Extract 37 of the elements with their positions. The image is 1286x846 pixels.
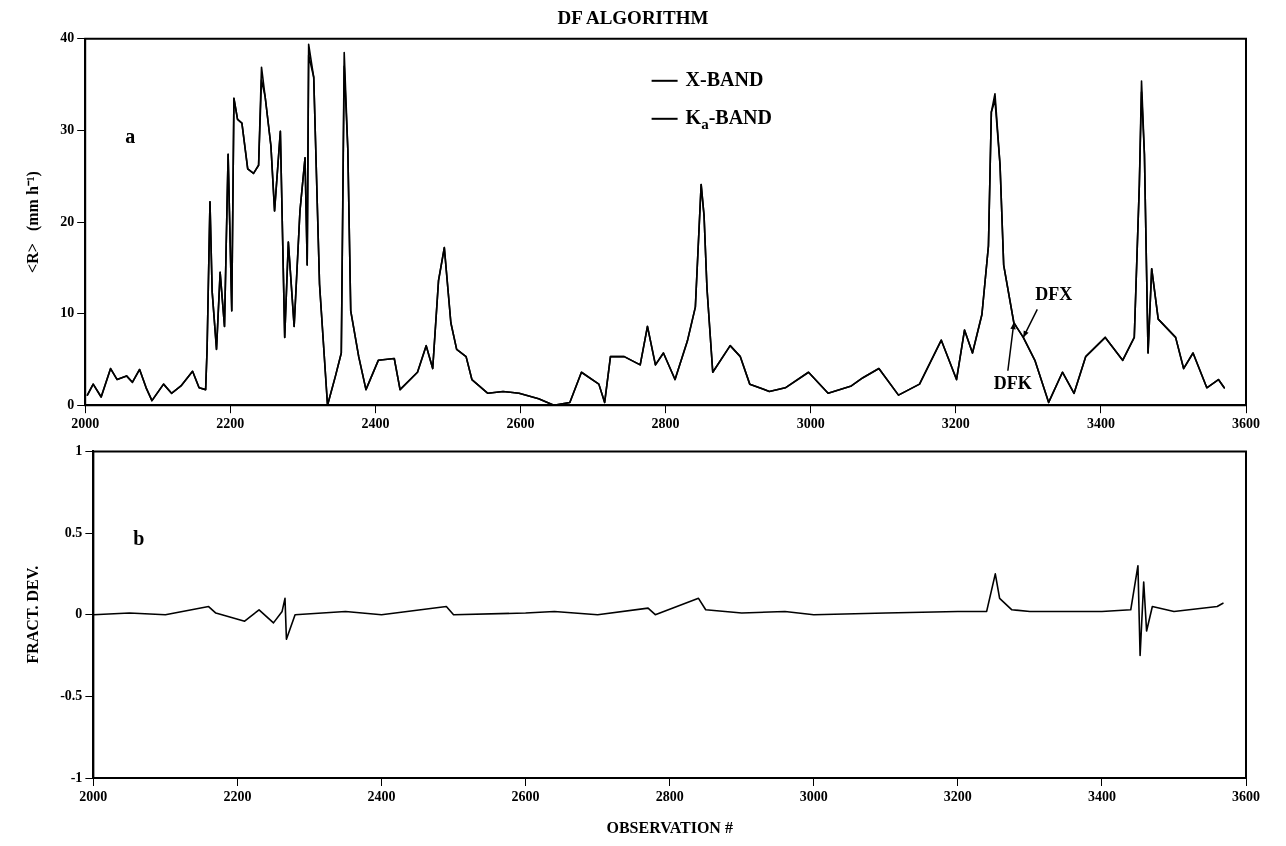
y-tick-label: 10 — [60, 305, 75, 321]
y-tick-label: 30 — [60, 122, 75, 138]
x-axis-title: OBSERVATION # — [606, 818, 733, 836]
annotation: b — [133, 526, 145, 549]
x-tick-label: 2800 — [651, 416, 680, 432]
chart-title: DF ALGORITHM — [557, 7, 709, 29]
x-tick-label: 2600 — [506, 416, 535, 432]
y-tick-label: 40 — [60, 30, 75, 46]
annotation: DFK — [993, 373, 1032, 394]
x-tick-label: 3000 — [799, 789, 828, 805]
x-tick-label: 3400 — [1086, 416, 1115, 432]
annotation: DFX — [1035, 284, 1073, 305]
y-axis-title: FRACT. DEV. — [23, 565, 41, 664]
y-tick-label: 20 — [60, 213, 75, 229]
x-tick-label: 2000 — [71, 416, 100, 432]
annotation: a — [125, 124, 136, 147]
y-tick-label: 0.5 — [64, 524, 83, 540]
x-tick-label: 3400 — [1087, 789, 1116, 805]
x-tick-label: 2200 — [216, 416, 245, 432]
x-tick-label: 3000 — [796, 416, 825, 432]
x-tick-label: 3600 — [1232, 789, 1260, 805]
legend-label: X-BAND — [685, 67, 764, 90]
x-tick-label: 2200 — [223, 789, 252, 805]
x-tick-label: 3200 — [943, 789, 972, 805]
y-tick-label: -1 — [70, 769, 83, 785]
x-tick-label: 2000 — [79, 789, 108, 805]
y-tick-label: 0 — [67, 396, 75, 412]
x-tick-label: 3600 — [1232, 416, 1260, 432]
y-tick-label: 1 — [75, 443, 83, 459]
x-tick-label: 2400 — [361, 416, 390, 432]
x-tick-label: 3200 — [941, 416, 970, 432]
x-tick-label: 2800 — [655, 789, 684, 805]
x-tick-label: 2600 — [511, 789, 540, 805]
x-tick-label: 2400 — [367, 789, 396, 805]
y-axis-title: <R> (mm h⁻¹) — [23, 171, 42, 273]
y-tick-label: 0 — [75, 606, 83, 622]
y-tick-label: -0.5 — [60, 687, 83, 703]
